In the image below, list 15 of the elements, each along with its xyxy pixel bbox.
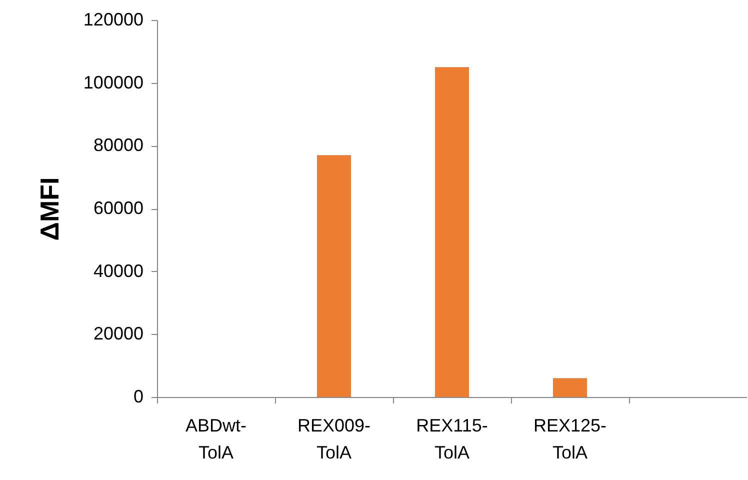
y-tick-label: 0 bbox=[133, 386, 144, 406]
y-tick-label: 40000 bbox=[93, 260, 144, 281]
bar bbox=[553, 378, 587, 397]
x-tick-label: ABDwt- TolA bbox=[185, 416, 247, 462]
y-tick-label: 100000 bbox=[83, 72, 144, 92]
bar bbox=[317, 155, 351, 397]
x-tick-label: REX009- TolA bbox=[297, 416, 371, 462]
y-tick-label: 120000 bbox=[83, 10, 144, 30]
y-axis-title: ΔMFI bbox=[34, 177, 64, 241]
y-tick-label: 60000 bbox=[93, 198, 144, 218]
y-tick-label: 80000 bbox=[93, 135, 144, 156]
x-tick-label: REX115- TolA bbox=[416, 416, 488, 462]
y-tick-label: 20000 bbox=[93, 324, 144, 344]
bar bbox=[435, 67, 469, 397]
x-tick-label: REX125- TolA bbox=[533, 416, 607, 462]
